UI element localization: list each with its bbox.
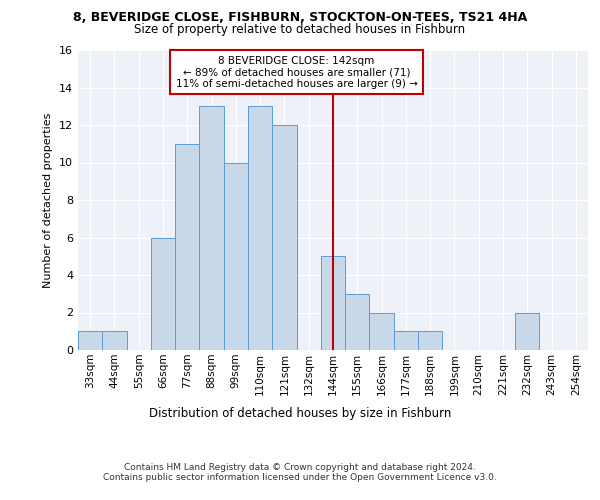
Bar (272, 125, 296, 350)
Bar (102, 331, 127, 350)
Bar (78, 331, 102, 350)
Bar (248, 106, 272, 350)
Bar (224, 162, 248, 350)
Text: 8 BEVERIDGE CLOSE: 142sqm
← 89% of detached houses are smaller (71)
11% of semi-: 8 BEVERIDGE CLOSE: 142sqm ← 89% of detac… (176, 56, 418, 89)
Text: 8, BEVERIDGE CLOSE, FISHBURN, STOCKTON-ON-TEES, TS21 4HA: 8, BEVERIDGE CLOSE, FISHBURN, STOCKTON-O… (73, 11, 527, 24)
Bar (175, 144, 199, 350)
Bar (515, 312, 539, 350)
Text: Distribution of detached houses by size in Fishburn: Distribution of detached houses by size … (149, 408, 451, 420)
Bar (418, 331, 442, 350)
Text: Size of property relative to detached houses in Fishburn: Size of property relative to detached ho… (134, 22, 466, 36)
Bar (199, 106, 224, 350)
Bar (345, 294, 370, 350)
Y-axis label: Number of detached properties: Number of detached properties (43, 112, 53, 288)
Bar (151, 238, 175, 350)
Bar (370, 312, 394, 350)
Text: Contains HM Land Registry data © Crown copyright and database right 2024.: Contains HM Land Registry data © Crown c… (124, 462, 476, 471)
Text: Contains public sector information licensed under the Open Government Licence v3: Contains public sector information licen… (103, 472, 497, 482)
Bar (321, 256, 345, 350)
Bar (394, 331, 418, 350)
